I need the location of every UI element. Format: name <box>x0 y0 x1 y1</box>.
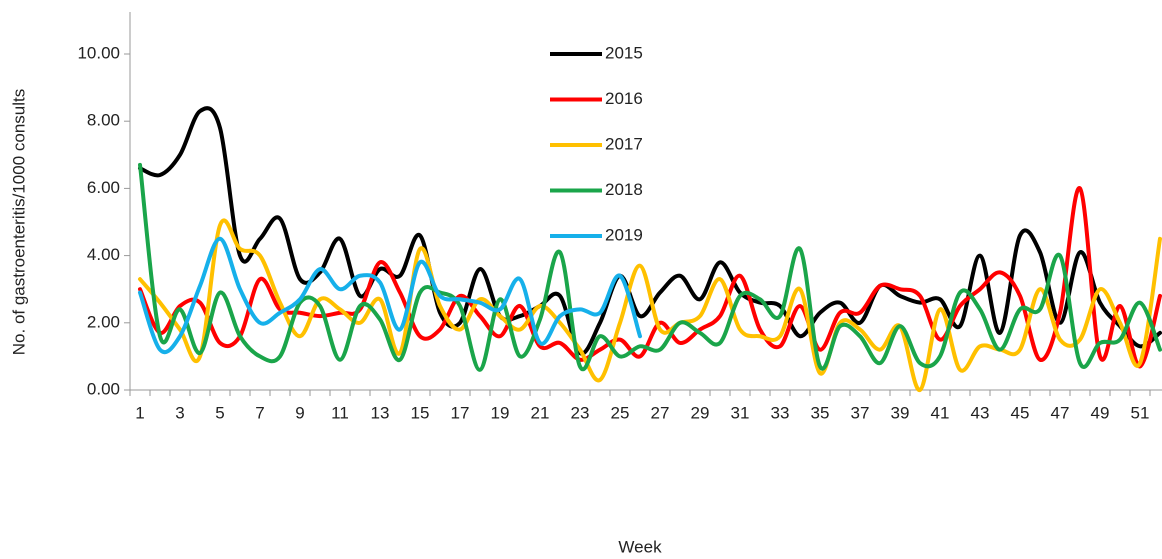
x-tick-label: 47 <box>1051 403 1070 422</box>
y-tick-label: 6.00 <box>87 178 120 197</box>
legend-label: 2019 <box>605 225 643 244</box>
x-tick-label: 31 <box>731 403 750 422</box>
x-tick-label: 1 <box>135 403 144 422</box>
legend-label: 2015 <box>605 43 643 62</box>
y-tick-label: 8.00 <box>87 111 120 130</box>
series-line <box>138 162 1162 372</box>
legend-label: 2018 <box>605 180 643 199</box>
y-tick-label: 10.00 <box>77 43 120 62</box>
y-tick-label: 4.00 <box>87 245 120 264</box>
x-tick-label: 43 <box>971 403 990 422</box>
x-tick-label: 13 <box>371 403 390 422</box>
x-tick-label: 19 <box>491 403 510 422</box>
y-axis-title: No. of gastroenteritis/1000 consults <box>9 89 28 355</box>
series-line <box>138 236 642 355</box>
x-tick-label: 25 <box>611 403 630 422</box>
series-line <box>138 186 1162 369</box>
x-tick-label: 35 <box>811 403 830 422</box>
x-tick-label: 17 <box>451 403 470 422</box>
x-tick-label: 33 <box>771 403 790 422</box>
y-tick-label: 2.00 <box>87 312 120 331</box>
legend-label: 2016 <box>605 89 643 108</box>
x-tick-label: 37 <box>851 403 870 422</box>
x-tick-label: 41 <box>931 403 950 422</box>
x-tick-label: 5 <box>215 403 224 422</box>
x-tick-label: 39 <box>891 403 910 422</box>
x-tick-label: 29 <box>691 403 710 422</box>
x-tick-label: 27 <box>651 403 670 422</box>
x-axis-title: Week <box>618 537 662 556</box>
y-tick-label: 0.00 <box>87 379 120 398</box>
legend-label: 2017 <box>605 134 643 153</box>
x-tick-label: 45 <box>1011 403 1030 422</box>
x-tick-label: 7 <box>255 403 264 422</box>
x-tick-label: 21 <box>531 403 550 422</box>
x-tick-label: 23 <box>571 403 590 422</box>
x-tick-label: 3 <box>175 403 184 422</box>
series-line <box>138 218 1162 393</box>
x-tick-label: 49 <box>1091 403 1110 422</box>
x-tick-label: 51 <box>1131 403 1150 422</box>
x-tick-label: 15 <box>411 403 430 422</box>
x-tick-label: 11 <box>331 403 349 422</box>
x-tick-label: 9 <box>295 403 304 422</box>
